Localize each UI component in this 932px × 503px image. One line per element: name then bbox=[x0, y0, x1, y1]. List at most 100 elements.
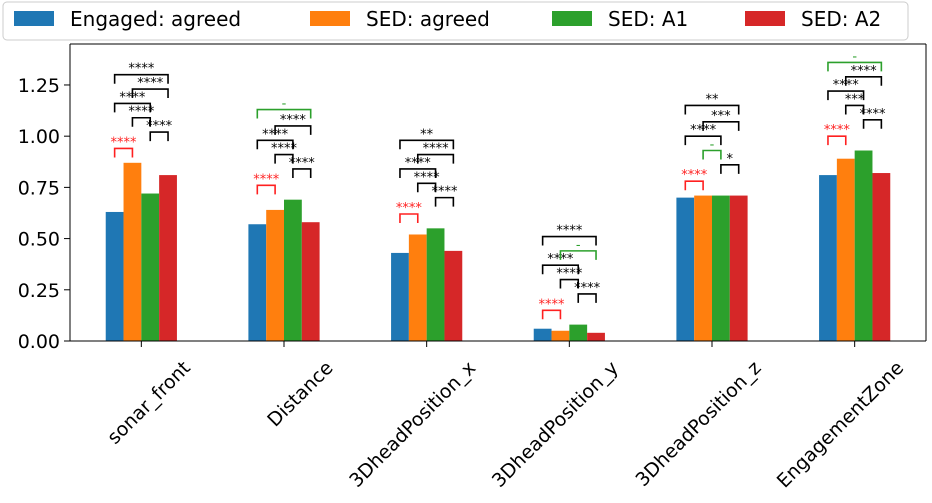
significance-label: **** bbox=[289, 156, 316, 171]
x-tick-label: 3DheadPosition_z bbox=[631, 357, 765, 491]
significance-bracket bbox=[684, 104, 740, 115]
significance-label: - bbox=[852, 49, 857, 64]
legend-swatch bbox=[310, 11, 350, 26]
significance-bracket bbox=[827, 90, 865, 101]
x-tick-label: sonar_front bbox=[103, 357, 195, 449]
bar-3DheadPosition_y-series-0 bbox=[533, 328, 552, 341]
significance-label: **** bbox=[423, 142, 450, 157]
significance-bracket bbox=[399, 213, 419, 224]
significance-bracket bbox=[862, 118, 883, 129]
significance-bracket bbox=[113, 147, 134, 158]
bar-3DheadPosition_y-series-1 bbox=[551, 330, 570, 341]
bar-3DheadPosition_x-series-3 bbox=[444, 250, 463, 341]
y-tick-label: 0.75 bbox=[18, 177, 60, 199]
significance-bracket bbox=[399, 168, 437, 178]
bar-3DheadPosition_z-series-0 bbox=[676, 197, 695, 341]
significance-bracket bbox=[113, 102, 152, 113]
y-tick-label: 0.00 bbox=[18, 331, 60, 353]
significance-label: **** bbox=[574, 281, 601, 296]
legend-swatch bbox=[552, 11, 592, 26]
significance-bracket bbox=[131, 88, 169, 99]
bar-EngagementZone-series-1 bbox=[836, 158, 855, 341]
significance-bracket bbox=[256, 139, 294, 150]
bar-3DheadPosition_y-series-3 bbox=[587, 332, 605, 341]
x-tick-label: 3DheadPosition_x bbox=[345, 357, 480, 492]
legend-label: SED: agreed bbox=[366, 7, 490, 31]
bar-sonar_front-series-0 bbox=[105, 211, 124, 341]
significance-bracket bbox=[702, 121, 740, 131]
significance-bracket bbox=[434, 196, 455, 207]
significance-bracket bbox=[113, 73, 169, 84]
significance-bracket bbox=[844, 104, 865, 115]
legend-swatch bbox=[745, 11, 785, 26]
bar-3DheadPosition_y-series-2 bbox=[569, 324, 588, 341]
bar-Distance-series-3 bbox=[301, 222, 320, 341]
x-tick-label: 3DheadPosition_y bbox=[488, 357, 623, 492]
significance-bracket bbox=[541, 264, 580, 275]
significance-bracket bbox=[416, 153, 455, 164]
bar-3DheadPosition_x-series-1 bbox=[408, 234, 427, 341]
significance-label: **** bbox=[539, 297, 566, 312]
y-tick-label: 1.25 bbox=[18, 75, 60, 97]
significance-label: ** bbox=[706, 92, 720, 107]
bar-3DheadPosition_z-series-1 bbox=[694, 195, 712, 341]
legend-label: SED: A1 bbox=[608, 7, 688, 31]
significance-label: **** bbox=[824, 123, 851, 138]
significance-bracket bbox=[541, 309, 562, 320]
bar-EngagementZone-series-0 bbox=[819, 175, 837, 341]
significance-label: **** bbox=[111, 135, 138, 150]
legend-label: Engaged: agreed bbox=[70, 7, 241, 31]
significance-bracket bbox=[844, 75, 883, 86]
significance-label: **** bbox=[146, 119, 173, 134]
bar-3DheadPosition_z-series-2 bbox=[712, 195, 730, 341]
significance-label: * bbox=[727, 152, 734, 167]
significance-label: **** bbox=[396, 201, 423, 216]
legend: Engaged: agreed SED: agreed SED: A1 SED: A2 bbox=[2, 1, 909, 41]
bars-layer bbox=[105, 150, 891, 341]
significance-label: **** bbox=[128, 105, 155, 120]
bar-sonar_front-series-2 bbox=[141, 193, 160, 341]
significance-bracket bbox=[827, 61, 883, 72]
significance-bracket bbox=[149, 131, 169, 142]
significance-label: **** bbox=[556, 267, 583, 282]
significance-bracket bbox=[684, 135, 722, 146]
bar-Distance-series-1 bbox=[266, 209, 284, 341]
bar-EngagementZone-series-3 bbox=[872, 173, 891, 341]
significance-bracket bbox=[256, 108, 312, 119]
significance-bracket bbox=[274, 125, 312, 135]
y-tick-label: 0.50 bbox=[18, 229, 60, 251]
x-tick-label: EngagementZone bbox=[773, 357, 908, 492]
bar-sonar_front-series-1 bbox=[123, 162, 142, 341]
significance-label: ** bbox=[420, 127, 434, 142]
bar-Distance-series-0 bbox=[248, 224, 267, 341]
y-tick-label: 1.00 bbox=[18, 126, 60, 148]
significance-label: **** bbox=[851, 64, 878, 79]
bar-3DheadPosition_x-series-0 bbox=[391, 252, 409, 341]
significance-label: **** bbox=[128, 62, 155, 77]
legend-box bbox=[2, 1, 909, 41]
significance-bracket bbox=[399, 139, 455, 150]
legend-swatch bbox=[14, 11, 54, 26]
significance-bracket bbox=[274, 153, 294, 164]
significance-label: *** bbox=[845, 92, 865, 107]
significance-label: **** bbox=[859, 107, 886, 122]
significance-label: - bbox=[282, 97, 287, 112]
legend-label: SED: A2 bbox=[801, 7, 881, 31]
significance-label: **** bbox=[414, 170, 441, 185]
significance-bracket bbox=[577, 293, 597, 303]
significance-label: **** bbox=[556, 224, 583, 239]
bar-3DheadPosition_x-series-2 bbox=[426, 228, 445, 341]
bar-EngagementZone-series-2 bbox=[854, 150, 873, 341]
significance-bracket bbox=[720, 164, 740, 174]
significance-bracket bbox=[827, 135, 847, 146]
significance-bracket bbox=[541, 235, 597, 246]
bar-sonar_front-series-3 bbox=[159, 175, 177, 341]
significance-bracket bbox=[416, 182, 437, 193]
significance-label: **** bbox=[431, 185, 458, 200]
significance-bracket bbox=[684, 180, 704, 191]
significance-label: **** bbox=[271, 142, 298, 157]
significance-label: **** bbox=[280, 113, 307, 128]
significance-bracket bbox=[292, 168, 312, 178]
bar-Distance-series-2 bbox=[284, 199, 302, 341]
